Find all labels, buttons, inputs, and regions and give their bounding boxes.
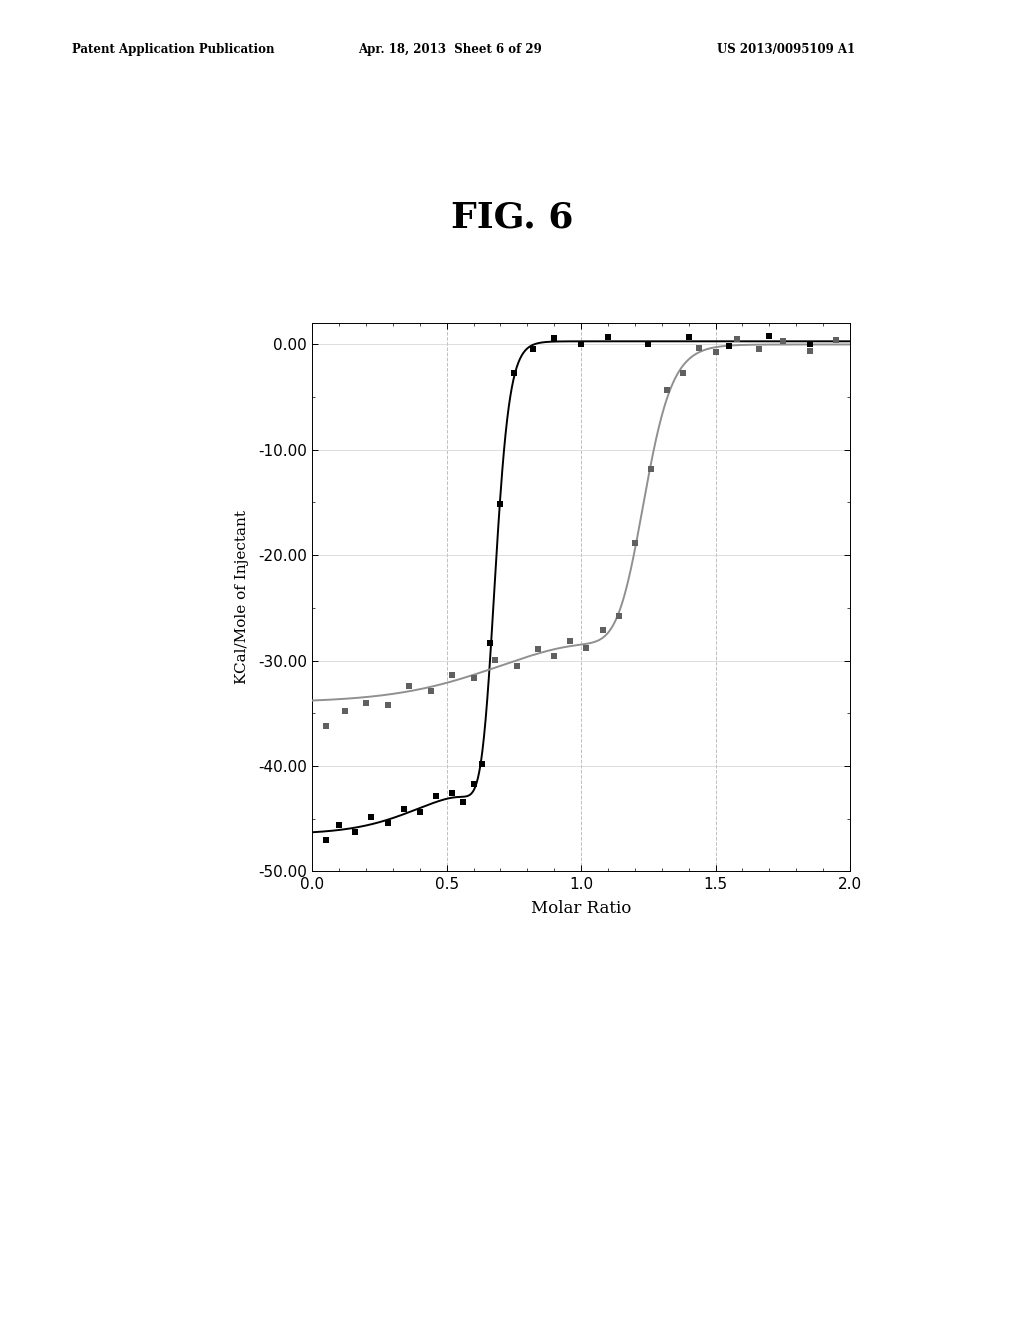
Point — [546, 327, 562, 348]
Point — [562, 630, 579, 651]
Point — [423, 681, 439, 702]
Point — [802, 341, 818, 362]
Point — [761, 326, 777, 347]
Point — [465, 774, 482, 795]
X-axis label: Molar Ratio: Molar Ratio — [530, 900, 632, 917]
Point — [395, 799, 412, 820]
Text: US 2013/0095109 A1: US 2013/0095109 A1 — [717, 42, 855, 55]
Text: Patent Application Publication: Patent Application Publication — [72, 42, 274, 55]
Point — [509, 655, 525, 676]
Point — [412, 801, 428, 822]
Point — [530, 639, 547, 660]
Point — [364, 807, 380, 828]
Point — [336, 701, 352, 722]
Point — [444, 664, 461, 685]
Point — [524, 339, 541, 360]
Point — [675, 362, 691, 383]
Point — [317, 715, 334, 737]
Point — [708, 342, 724, 363]
Point — [659, 379, 676, 400]
Point — [317, 829, 334, 850]
Text: FIG. 6: FIG. 6 — [451, 201, 573, 235]
Point — [681, 326, 697, 347]
Point — [751, 338, 767, 359]
Point — [473, 754, 489, 775]
Point — [579, 638, 595, 659]
Point — [331, 814, 347, 836]
Text: Apr. 18, 2013  Sheet 6 of 29: Apr. 18, 2013 Sheet 6 of 29 — [358, 42, 542, 55]
Point — [428, 785, 444, 807]
Point — [573, 334, 590, 355]
Point — [506, 363, 522, 384]
Point — [481, 632, 498, 653]
Point — [643, 458, 659, 479]
Point — [774, 331, 791, 352]
Point — [347, 821, 364, 842]
Point — [594, 620, 610, 642]
Point — [721, 335, 737, 356]
Point — [610, 606, 627, 627]
Point — [828, 330, 845, 351]
Point — [444, 783, 461, 804]
Point — [600, 326, 616, 347]
Point — [802, 334, 818, 355]
Point — [465, 668, 482, 689]
Point — [358, 693, 375, 714]
Point — [455, 792, 471, 813]
Point — [401, 676, 418, 697]
Point — [487, 649, 504, 671]
Point — [640, 334, 656, 355]
Point — [546, 645, 562, 667]
Point — [379, 694, 395, 715]
Point — [493, 494, 509, 515]
Point — [627, 533, 643, 554]
Y-axis label: KCal/Mole of Injectant: KCal/Mole of Injectant — [236, 511, 250, 684]
Point — [729, 329, 745, 350]
Point — [379, 812, 395, 833]
Point — [691, 338, 708, 359]
